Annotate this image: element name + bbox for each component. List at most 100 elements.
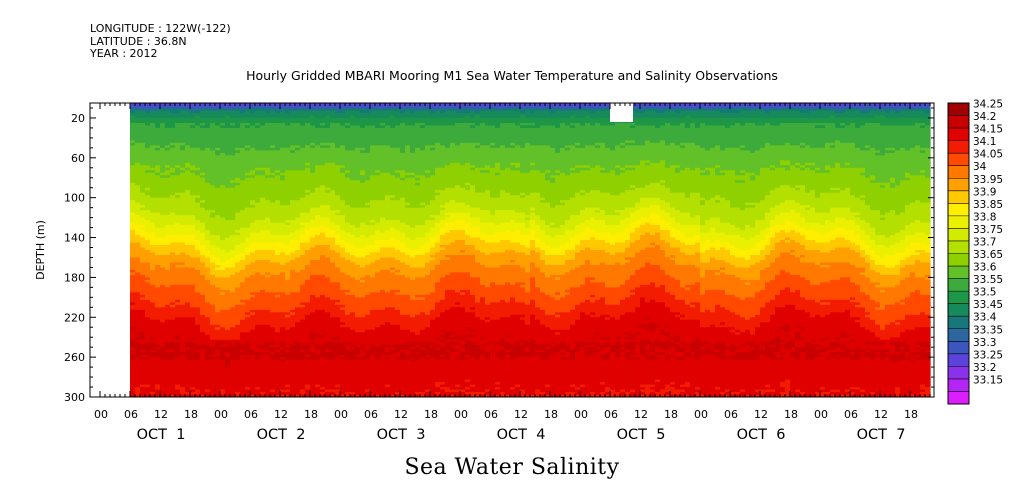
heatmap-cell	[125, 325, 131, 328]
heatmap-cell	[125, 292, 131, 295]
heatmap-cell	[125, 195, 131, 198]
heatmap-cell	[125, 198, 131, 201]
heatmap-cell	[125, 153, 131, 156]
heatmap-cell	[125, 188, 131, 191]
heatmap-cell	[125, 225, 131, 228]
heatmap-cell	[125, 143, 131, 146]
heatmap-cell	[125, 140, 131, 143]
heatmap-cell	[125, 275, 131, 278]
heatmap-cell	[125, 130, 131, 133]
heatmap-cell	[125, 260, 131, 263]
heatmap-cell	[125, 372, 131, 375]
heatmap-cell	[125, 312, 131, 315]
heatmap-cell	[125, 220, 131, 223]
heatmap-cell	[125, 138, 131, 141]
heatmap-cell	[125, 315, 131, 318]
heatmap-cell	[125, 307, 131, 310]
heatmap-cell	[125, 123, 131, 126]
heatmap-cell	[125, 208, 131, 211]
heatmap-cell	[125, 165, 131, 168]
heatmap-cell	[125, 193, 131, 196]
heatmap-cell	[125, 120, 131, 123]
heatmap-cell	[125, 110, 131, 113]
heatmap-cell	[125, 250, 131, 253]
heatmap-cell	[125, 178, 131, 181]
heatmap-cell	[125, 360, 131, 363]
heatmap-cell	[125, 238, 131, 241]
heatmap-cell	[125, 252, 131, 255]
heatmap-cell	[125, 170, 131, 173]
heatmap-cell	[125, 180, 131, 183]
heatmap-cell	[125, 365, 131, 368]
heatmap-cell	[125, 280, 131, 283]
heatmap-cell	[125, 175, 131, 178]
heatmap-cell	[125, 233, 131, 236]
heatmap-cell	[125, 257, 131, 260]
heatmap-cell	[125, 200, 131, 203]
heatmap-cell	[125, 183, 131, 186]
heatmap-cell	[125, 267, 131, 270]
heatmap-cell	[125, 148, 131, 151]
heatmap-cell	[125, 332, 131, 335]
heatmap-cell	[125, 243, 131, 246]
heatmap-cell	[125, 282, 131, 285]
heatmap-cell	[125, 370, 131, 373]
heatmap-cell	[125, 228, 131, 231]
heatmap-cell	[125, 215, 131, 218]
heatmap-cell	[125, 345, 131, 348]
heatmap-cell	[125, 265, 131, 268]
heatmap-cell	[125, 342, 131, 345]
heatmap-cell	[125, 160, 131, 163]
heatmap-cell	[125, 128, 131, 131]
heatmap-cell	[125, 245, 131, 248]
heatmap-cell	[125, 305, 131, 308]
heatmap-cell	[125, 300, 131, 303]
heatmap-cell	[125, 320, 131, 323]
heatmap-cell	[125, 135, 131, 138]
heatmap-cell	[125, 262, 131, 265]
heatmap-cell	[125, 173, 131, 176]
heatmap-cell	[125, 302, 131, 305]
heatmap-cell	[125, 330, 131, 333]
heatmap-cell	[125, 133, 131, 136]
heatmap-cell	[125, 357, 131, 360]
heatmap-cell	[125, 248, 131, 251]
heatmap-cell	[125, 317, 131, 320]
heatmap-cell	[125, 287, 131, 290]
heatmap-cell	[125, 337, 131, 340]
heatmap-cell	[125, 297, 131, 300]
heatmap-cell	[125, 335, 131, 338]
heatmap-cell	[125, 290, 131, 293]
heatmap-cell	[125, 203, 131, 206]
heatmap-cell	[125, 387, 131, 390]
heatmap-cell	[125, 362, 131, 365]
heatmap-cell	[125, 210, 131, 213]
heatmap-cell	[125, 113, 131, 116]
heatmap-cell	[125, 377, 131, 380]
heatmap-cell	[125, 190, 131, 193]
heatmap-cell	[125, 230, 131, 233]
heatmap-cell	[125, 355, 131, 358]
heatmap-cell	[125, 310, 131, 313]
heatmap-cell	[125, 118, 131, 121]
heatmap-cell	[125, 347, 131, 350]
heatmap-cell	[125, 125, 131, 128]
heatmap-cell	[125, 240, 131, 243]
heatmap-cell	[125, 367, 131, 370]
heatmap-cell	[125, 150, 131, 153]
heatmap-cell	[125, 295, 131, 298]
heatmap-cell	[125, 327, 131, 330]
heatmap-field	[125, 103, 931, 398]
heatmap-cell	[125, 163, 131, 166]
heatmap-cell	[125, 350, 131, 353]
heatmap-cell	[125, 340, 131, 343]
heatmap-cell	[125, 185, 131, 188]
heatmap-cell	[125, 380, 131, 383]
heatmap-cell	[125, 352, 131, 355]
heatmap-cell	[125, 235, 131, 238]
heatmap-cell	[125, 382, 131, 385]
heatmap-cell	[125, 218, 131, 221]
heatmap-cell	[125, 223, 131, 226]
heatmap-cell	[125, 285, 131, 288]
